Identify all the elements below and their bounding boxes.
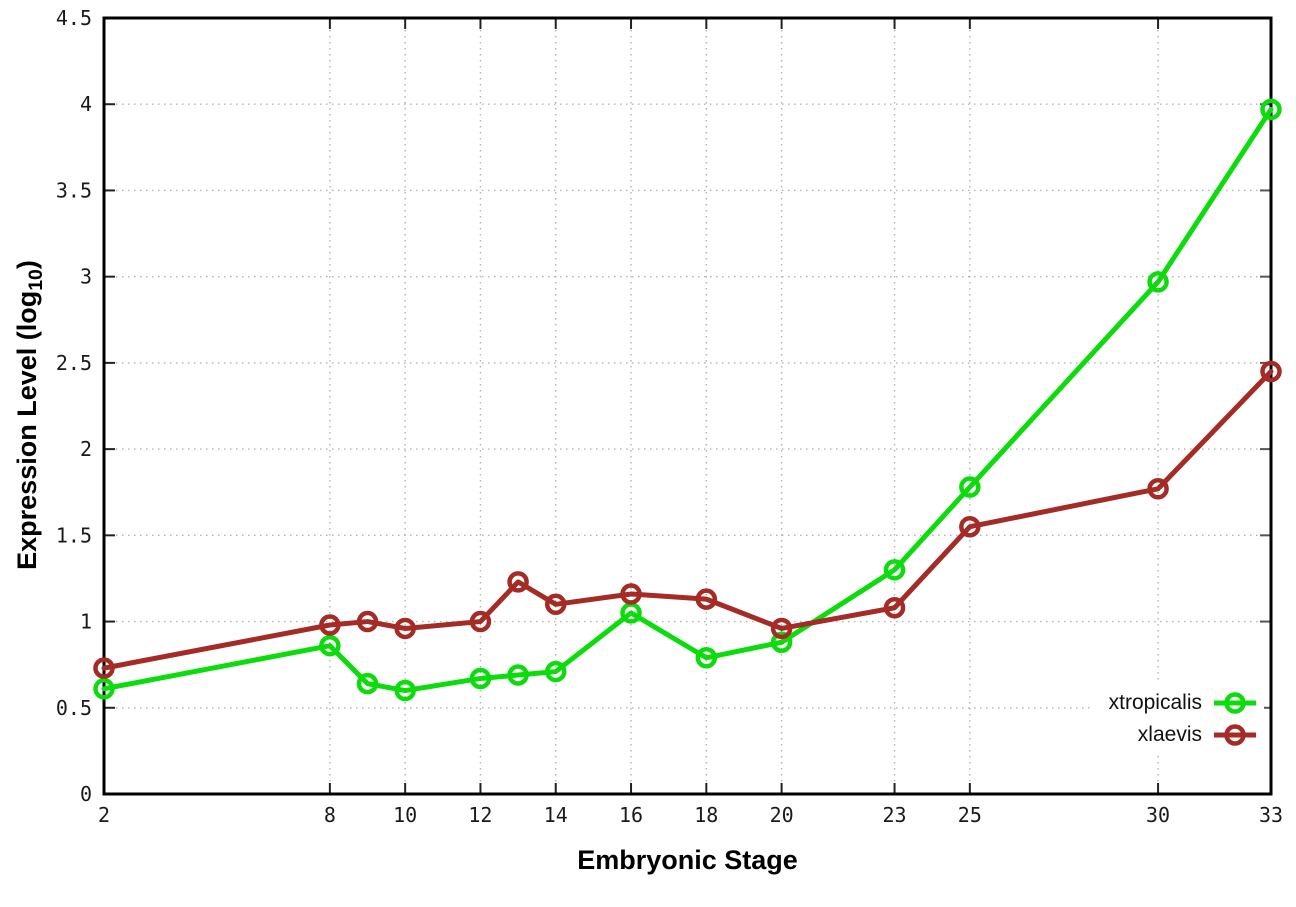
data-point-xtropicalis (770, 631, 793, 653)
data-point-xtropicalis (356, 672, 379, 695)
data-point-xlaevis (1260, 360, 1282, 383)
data-point-xtropicalis (883, 559, 906, 581)
xtropicalis-line-marker-icon (1214, 692, 1256, 714)
data-point-xlaevis (93, 657, 115, 679)
y-tick-label: 4 (80, 92, 92, 116)
y-tick-label: 1 (80, 610, 92, 634)
data-point-xlaevis (1147, 478, 1169, 500)
data-point-xlaevis (544, 593, 567, 616)
legend-label-xlaevis: xlaevis (1137, 723, 1202, 746)
data-point-xlaevis (770, 617, 793, 640)
legend-item-xtropicalis: xtropicalis (1109, 688, 1258, 718)
y-axis-title-close: ) (11, 260, 42, 270)
x-tick-label: 12 (468, 803, 492, 827)
y-tick-label: 4.5 (56, 6, 92, 30)
data-point-xlaevis (394, 617, 416, 640)
y-tick-label: 3.5 (56, 178, 92, 202)
x-tick-label: 20 (770, 803, 794, 827)
data-point-xtropicalis (695, 647, 718, 669)
x-tick-label: 23 (883, 803, 907, 827)
data-point-xtropicalis (507, 664, 529, 686)
x-tick-label: 2 (98, 803, 110, 827)
data-point-xtropicalis (469, 667, 492, 690)
data-point-xlaevis (507, 571, 529, 593)
data-point-xtropicalis (959, 476, 981, 498)
x-tick-label: 33 (1259, 803, 1283, 827)
y-tick-label: 3 (80, 265, 92, 289)
data-point-xlaevis (959, 515, 981, 538)
xlaevis-line-marker-icon (1214, 724, 1256, 746)
y-axis-title-text: Expression Level (log (11, 290, 42, 570)
y-tick-label: 0 (80, 782, 92, 806)
data-point-xlaevis (620, 583, 642, 605)
y-tick-label: 0.5 (56, 696, 92, 720)
data-point-xtropicalis (394, 679, 416, 702)
x-tick-label: 8 (324, 803, 336, 827)
legend: xtropicalis xlaevis (1092, 684, 1264, 754)
data-point-xlaevis (319, 614, 341, 636)
series-line-xlaevis (101, 369, 1274, 671)
x-tick-label: 18 (694, 803, 718, 827)
plot-border (102, 16, 1273, 796)
data-point-xlaevis (695, 588, 718, 610)
x-tick-label: 10 (393, 803, 417, 827)
x-tick-label: 25 (958, 803, 982, 827)
data-point-xtropicalis (1260, 98, 1282, 121)
data-point-xtropicalis (93, 678, 115, 700)
data-point-xlaevis (883, 597, 906, 619)
data-point-xlaevis (356, 610, 379, 633)
y-axis-title: Expression Level (log10) (12, 260, 48, 570)
x-tick-label: 30 (1146, 803, 1170, 827)
legend-label-xtropicalis: xtropicalis (1108, 691, 1202, 714)
y-tick-label: 2 (80, 437, 92, 461)
legend-item-xlaevis: xlaevis (1109, 720, 1258, 750)
x-tick-label: 14 (544, 803, 568, 827)
data-point-xtropicalis (544, 660, 567, 683)
x-tick-label: 16 (619, 803, 643, 827)
data-point-xtropicalis (1147, 271, 1169, 293)
series-line-xtropicalis (101, 106, 1274, 694)
y-axis-title-subscript: 10 (25, 269, 48, 291)
data-point-xtropicalis (319, 634, 341, 657)
y-tick-label: 1.5 (56, 523, 92, 547)
data-point-xlaevis (469, 610, 492, 633)
x-axis-title: Embryonic Stage (577, 845, 798, 875)
y-tick-label: 2.5 (56, 351, 92, 375)
